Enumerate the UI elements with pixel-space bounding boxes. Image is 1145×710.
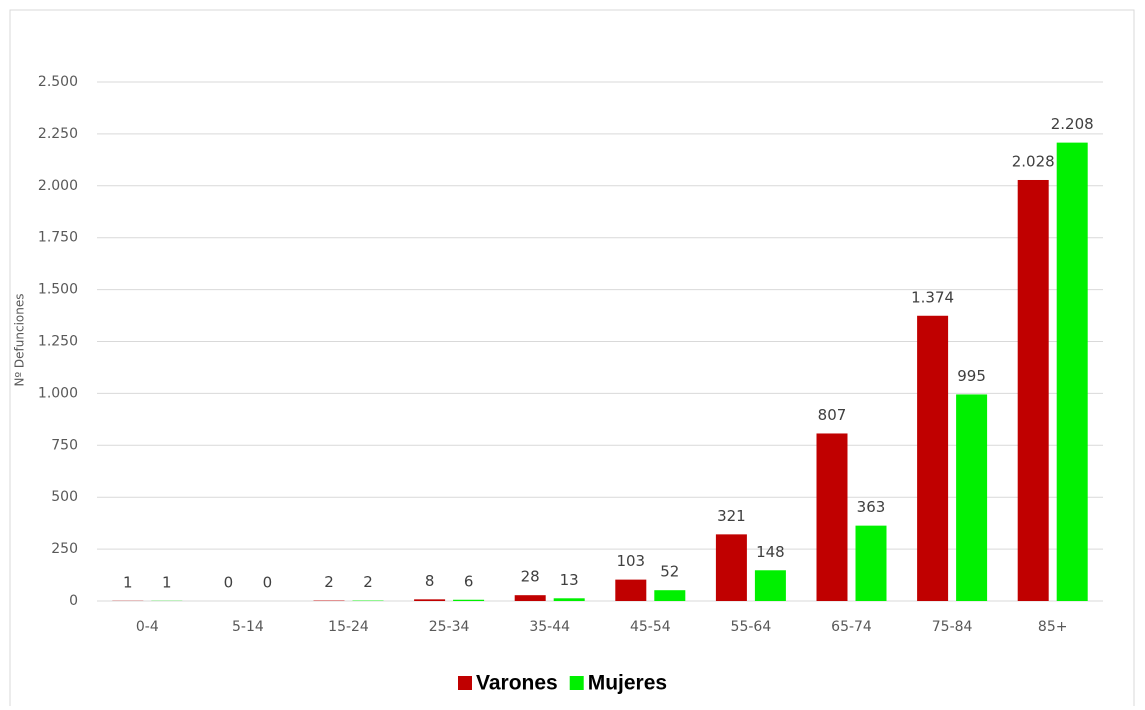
bar <box>856 526 887 601</box>
value-label: 8 <box>425 572 435 590</box>
value-label: 2.208 <box>1051 115 1094 133</box>
y-tick-label: 2.000 <box>38 178 78 194</box>
legend-swatch <box>570 676 584 690</box>
bar <box>917 316 948 601</box>
bar <box>615 580 646 601</box>
value-label: 1 <box>162 573 172 591</box>
bar <box>654 590 685 601</box>
x-tick-label: 0-4 <box>136 619 159 635</box>
value-label: 52 <box>660 563 679 581</box>
y-tick-label: 1.750 <box>38 230 78 246</box>
bar <box>956 394 987 601</box>
bar <box>453 600 484 601</box>
y-tick-label: 0 <box>69 593 78 609</box>
value-label: 0 <box>224 574 234 592</box>
value-label: 103 <box>616 552 645 570</box>
x-tick-label: 65-74 <box>831 619 872 635</box>
bar <box>716 534 747 601</box>
y-tick-label: 500 <box>51 489 78 505</box>
chart-frame <box>10 10 1134 706</box>
value-label: 807 <box>818 406 847 424</box>
value-label: 321 <box>717 507 746 525</box>
bar <box>817 433 848 601</box>
y-tick-label: 2.250 <box>38 126 78 142</box>
x-tick-label: 35-44 <box>529 619 570 635</box>
value-label: 13 <box>560 571 579 589</box>
value-label: 2 <box>363 573 373 591</box>
value-label: 28 <box>521 568 540 586</box>
x-tick-label: 75-84 <box>932 619 973 635</box>
y-tick-label: 750 <box>51 437 78 453</box>
value-label: 363 <box>857 498 886 516</box>
y-tick-label: 1.000 <box>38 385 78 401</box>
value-label: 1.374 <box>911 288 954 306</box>
y-tick-label: 2.500 <box>38 74 78 90</box>
legend-swatch <box>458 676 472 690</box>
bar <box>1057 143 1088 601</box>
y-axis-label: Nº Defunciones <box>13 293 27 386</box>
legend-label: Varones <box>476 672 558 695</box>
value-label: 6 <box>464 572 474 590</box>
bar <box>755 570 786 601</box>
x-tick-label: 45-54 <box>630 619 671 635</box>
x-tick-label: 55-64 <box>731 619 772 635</box>
bar <box>414 599 445 601</box>
value-label: 0 <box>263 574 273 592</box>
y-tick-label: 1.250 <box>38 334 78 350</box>
bar <box>515 595 546 601</box>
y-tick-label: 1.500 <box>38 282 78 298</box>
x-tick-label: 85+ <box>1038 619 1068 635</box>
x-tick-label: 25-34 <box>429 619 470 635</box>
value-label: 2.028 <box>1012 152 1055 170</box>
y-tick-label: 250 <box>51 541 78 557</box>
value-label: 148 <box>756 543 785 561</box>
x-tick-label: 15-24 <box>328 619 369 635</box>
value-label: 995 <box>957 367 986 385</box>
x-tick-label: 5-14 <box>232 619 264 635</box>
value-label: 2 <box>324 573 334 591</box>
bar <box>1018 180 1049 601</box>
bar <box>554 598 585 601</box>
value-label: 1 <box>123 573 133 591</box>
legend-label: Mujeres <box>588 672 667 695</box>
